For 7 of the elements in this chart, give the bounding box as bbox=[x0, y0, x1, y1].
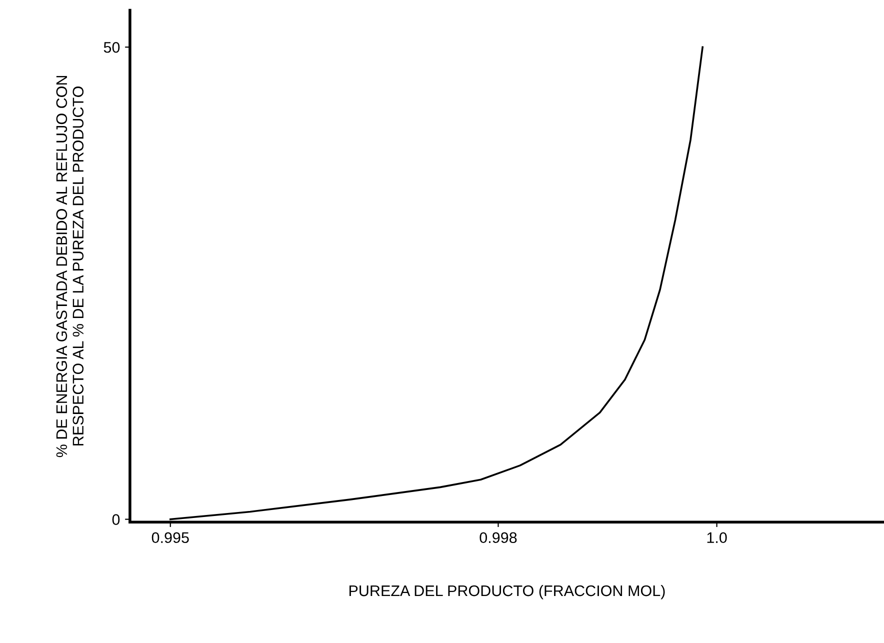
x-tick-label: 0.998 bbox=[480, 532, 517, 544]
y-axis-title: % DE ENERGIA GASTADA DEBIDO AL REFLUJO CON RESPECTO AL % DE LA PUREZA DEL PRODUCTO bbox=[56, 76, 84, 458]
x-axis-title: PUREZA DEL PRODUCTO (FRACCION MOL) bbox=[349, 584, 665, 600]
y-tick-label: 0 bbox=[112, 514, 120, 525]
x-tick-label: 0.995 bbox=[152, 532, 189, 544]
x-tick-label: 1.0 bbox=[707, 532, 727, 544]
y-tick-label: 50 bbox=[104, 42, 120, 53]
